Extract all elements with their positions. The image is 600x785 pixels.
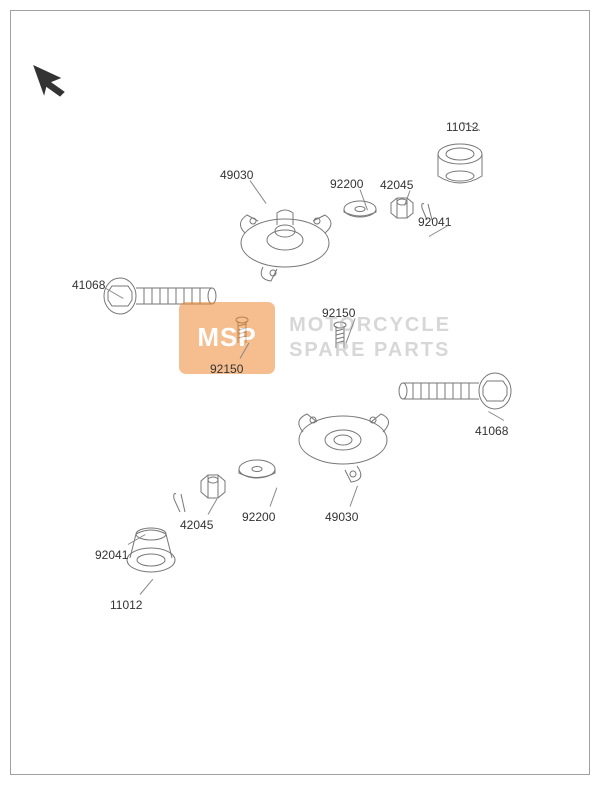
watermark-line2: SPARE PARTS [289,338,451,363]
label-11012-bot: 11012 [110,598,142,612]
part-nut-42045-bottom [195,470,231,502]
part-washer-92200-bottom [235,455,279,485]
part-washer-92200-top [340,195,380,223]
watermark-text: MOTORCYCLE SPARE PARTS [289,313,451,363]
label-49030-bot: 49030 [325,510,358,524]
label-41068-left: 41068 [72,278,105,292]
indicator-arrow-icon [30,62,90,102]
label-92150-b: 92150 [322,306,355,320]
part-cap-11012-top [430,140,490,195]
label-42045-bot: 42045 [180,518,213,532]
watermark-badge-text: MSP [197,322,256,353]
part-pin-92041-bottom [170,490,192,516]
part-hub-49030-top [225,185,345,295]
label-41068-right: 41068 [475,424,508,438]
label-92041-bot: 92041 [95,548,128,562]
label-92150-a: 92150 [210,362,243,376]
diagram-canvas: MSP MOTORCYCLE SPARE PARTS 11012 49030 9… [0,0,600,785]
part-cap-11012-bottom [120,520,182,578]
label-49030-top: 49030 [220,168,253,182]
part-hub-49030-bottom [285,390,405,495]
part-nut-42045-top [385,193,419,223]
watermark-line1: MOTORCYCLE [289,313,451,338]
label-92200-bot: 92200 [242,510,275,524]
